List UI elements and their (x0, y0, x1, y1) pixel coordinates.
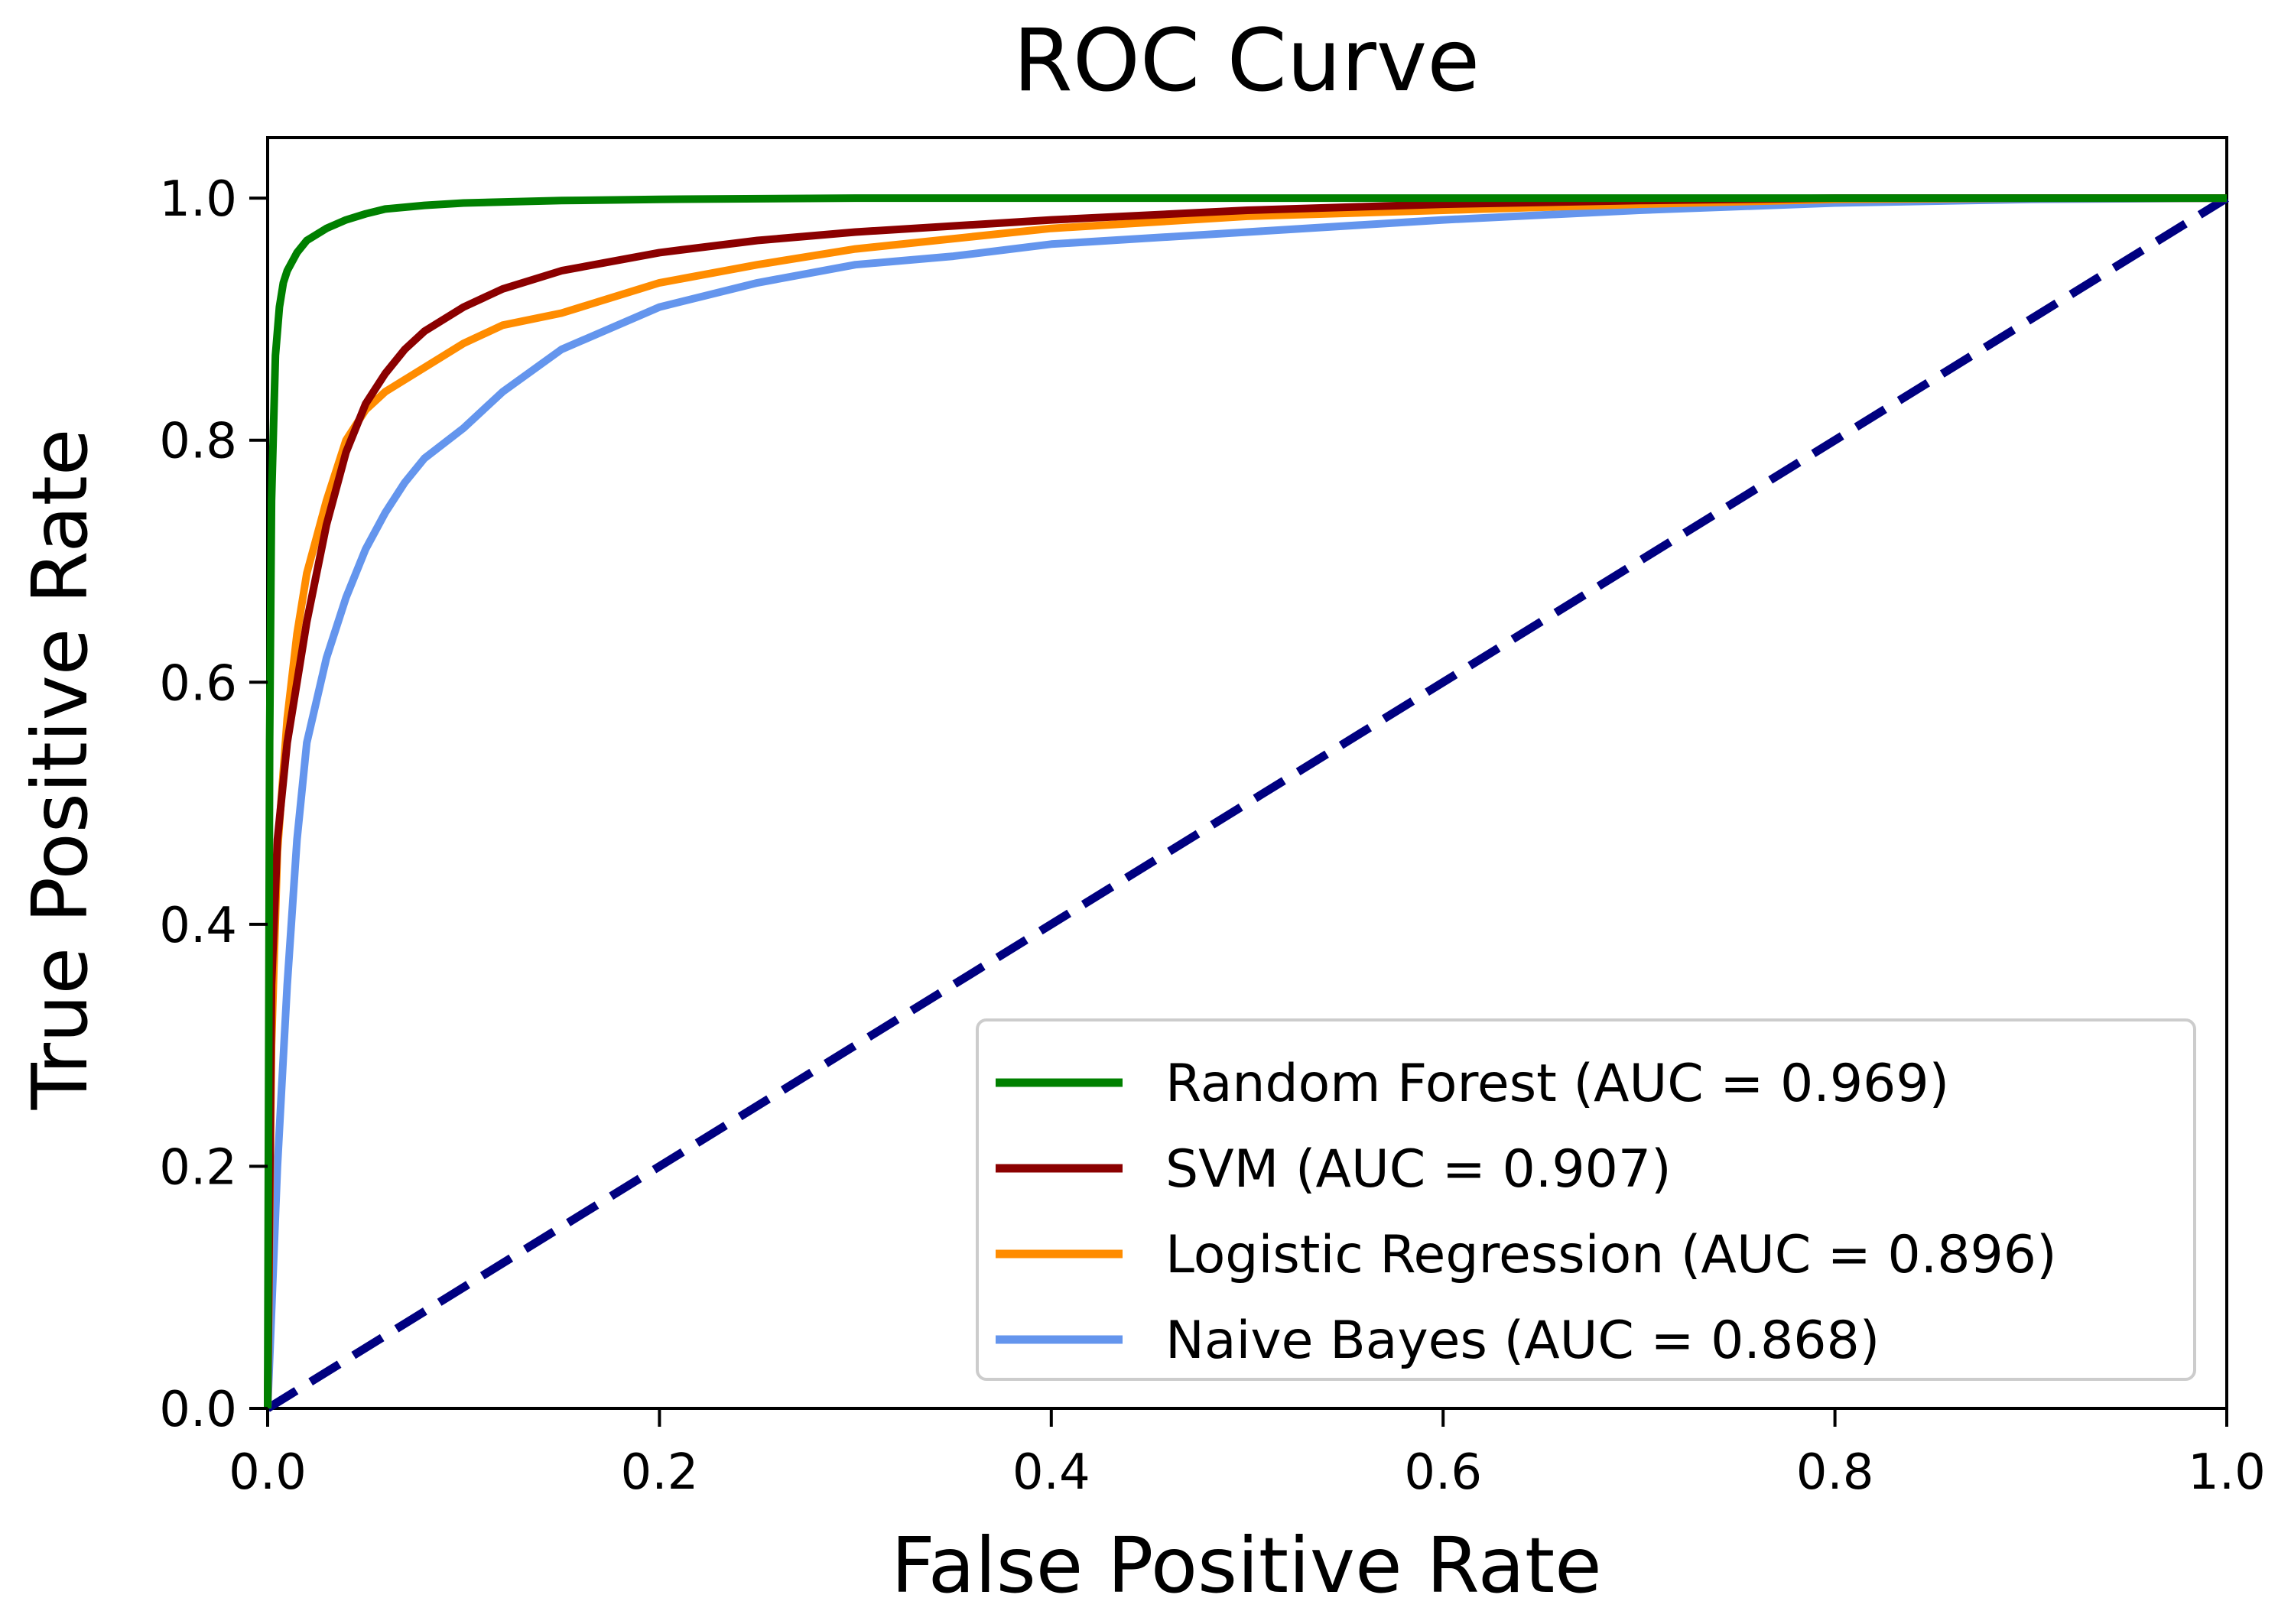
reference-line-random-chance (265, 194, 2229, 1412)
y-tick-label: 0.0 (159, 1382, 237, 1438)
legend-label-random-forest: Random Forest (AUC = 0.969) (1165, 1054, 1949, 1114)
x-tick-label: 0.8 (1796, 1444, 1874, 1501)
series-line-svm (264, 194, 2227, 1409)
x-tick-label: 1.0 (2188, 1444, 2266, 1501)
y-tick-label: 1.0 (159, 171, 237, 228)
legend-label-svm: SVM (AUC = 0.907) (1165, 1139, 1672, 1200)
legend: Random Forest (AUC = 0.969) SVM (AUC = 0.… (976, 1018, 2196, 1381)
legend-box (976, 1018, 2196, 1381)
x-tick-label: 0.2 (621, 1444, 699, 1501)
x-tick-label: 0.6 (1404, 1444, 1482, 1501)
plot-area: 0.0 0.2 0.4 0.6 0.8 1.0 0.0 0.2 0.4 0.6 0.8 1.0 (159, 136, 2266, 1501)
y-tick-label: 0.8 (159, 414, 237, 470)
legend-label-naive-bayes: Naive Bayes (AUC = 0.868) (1165, 1311, 1880, 1371)
x-axis-label: False Positive Rate (891, 1521, 1601, 1610)
y-tick-label: 0.2 (159, 1139, 237, 1196)
y-tick-label: 0.6 (159, 655, 237, 712)
chart-title: ROC Curve (1013, 11, 1480, 111)
series-line-random-forest (264, 194, 2227, 1409)
series-line-logistic-regression (264, 194, 2227, 1409)
y-tick-label: 0.4 (159, 898, 237, 954)
legend-label-logistic-regression: Logistic Regression (AUC = 0.896) (1165, 1225, 2057, 1285)
y-axis-label: True Positive Rate (15, 429, 105, 1111)
x-tick-label: 0.0 (229, 1444, 307, 1501)
series-line-naive-bayes (264, 194, 2228, 1409)
x-tick-label: 0.4 (1012, 1444, 1090, 1501)
